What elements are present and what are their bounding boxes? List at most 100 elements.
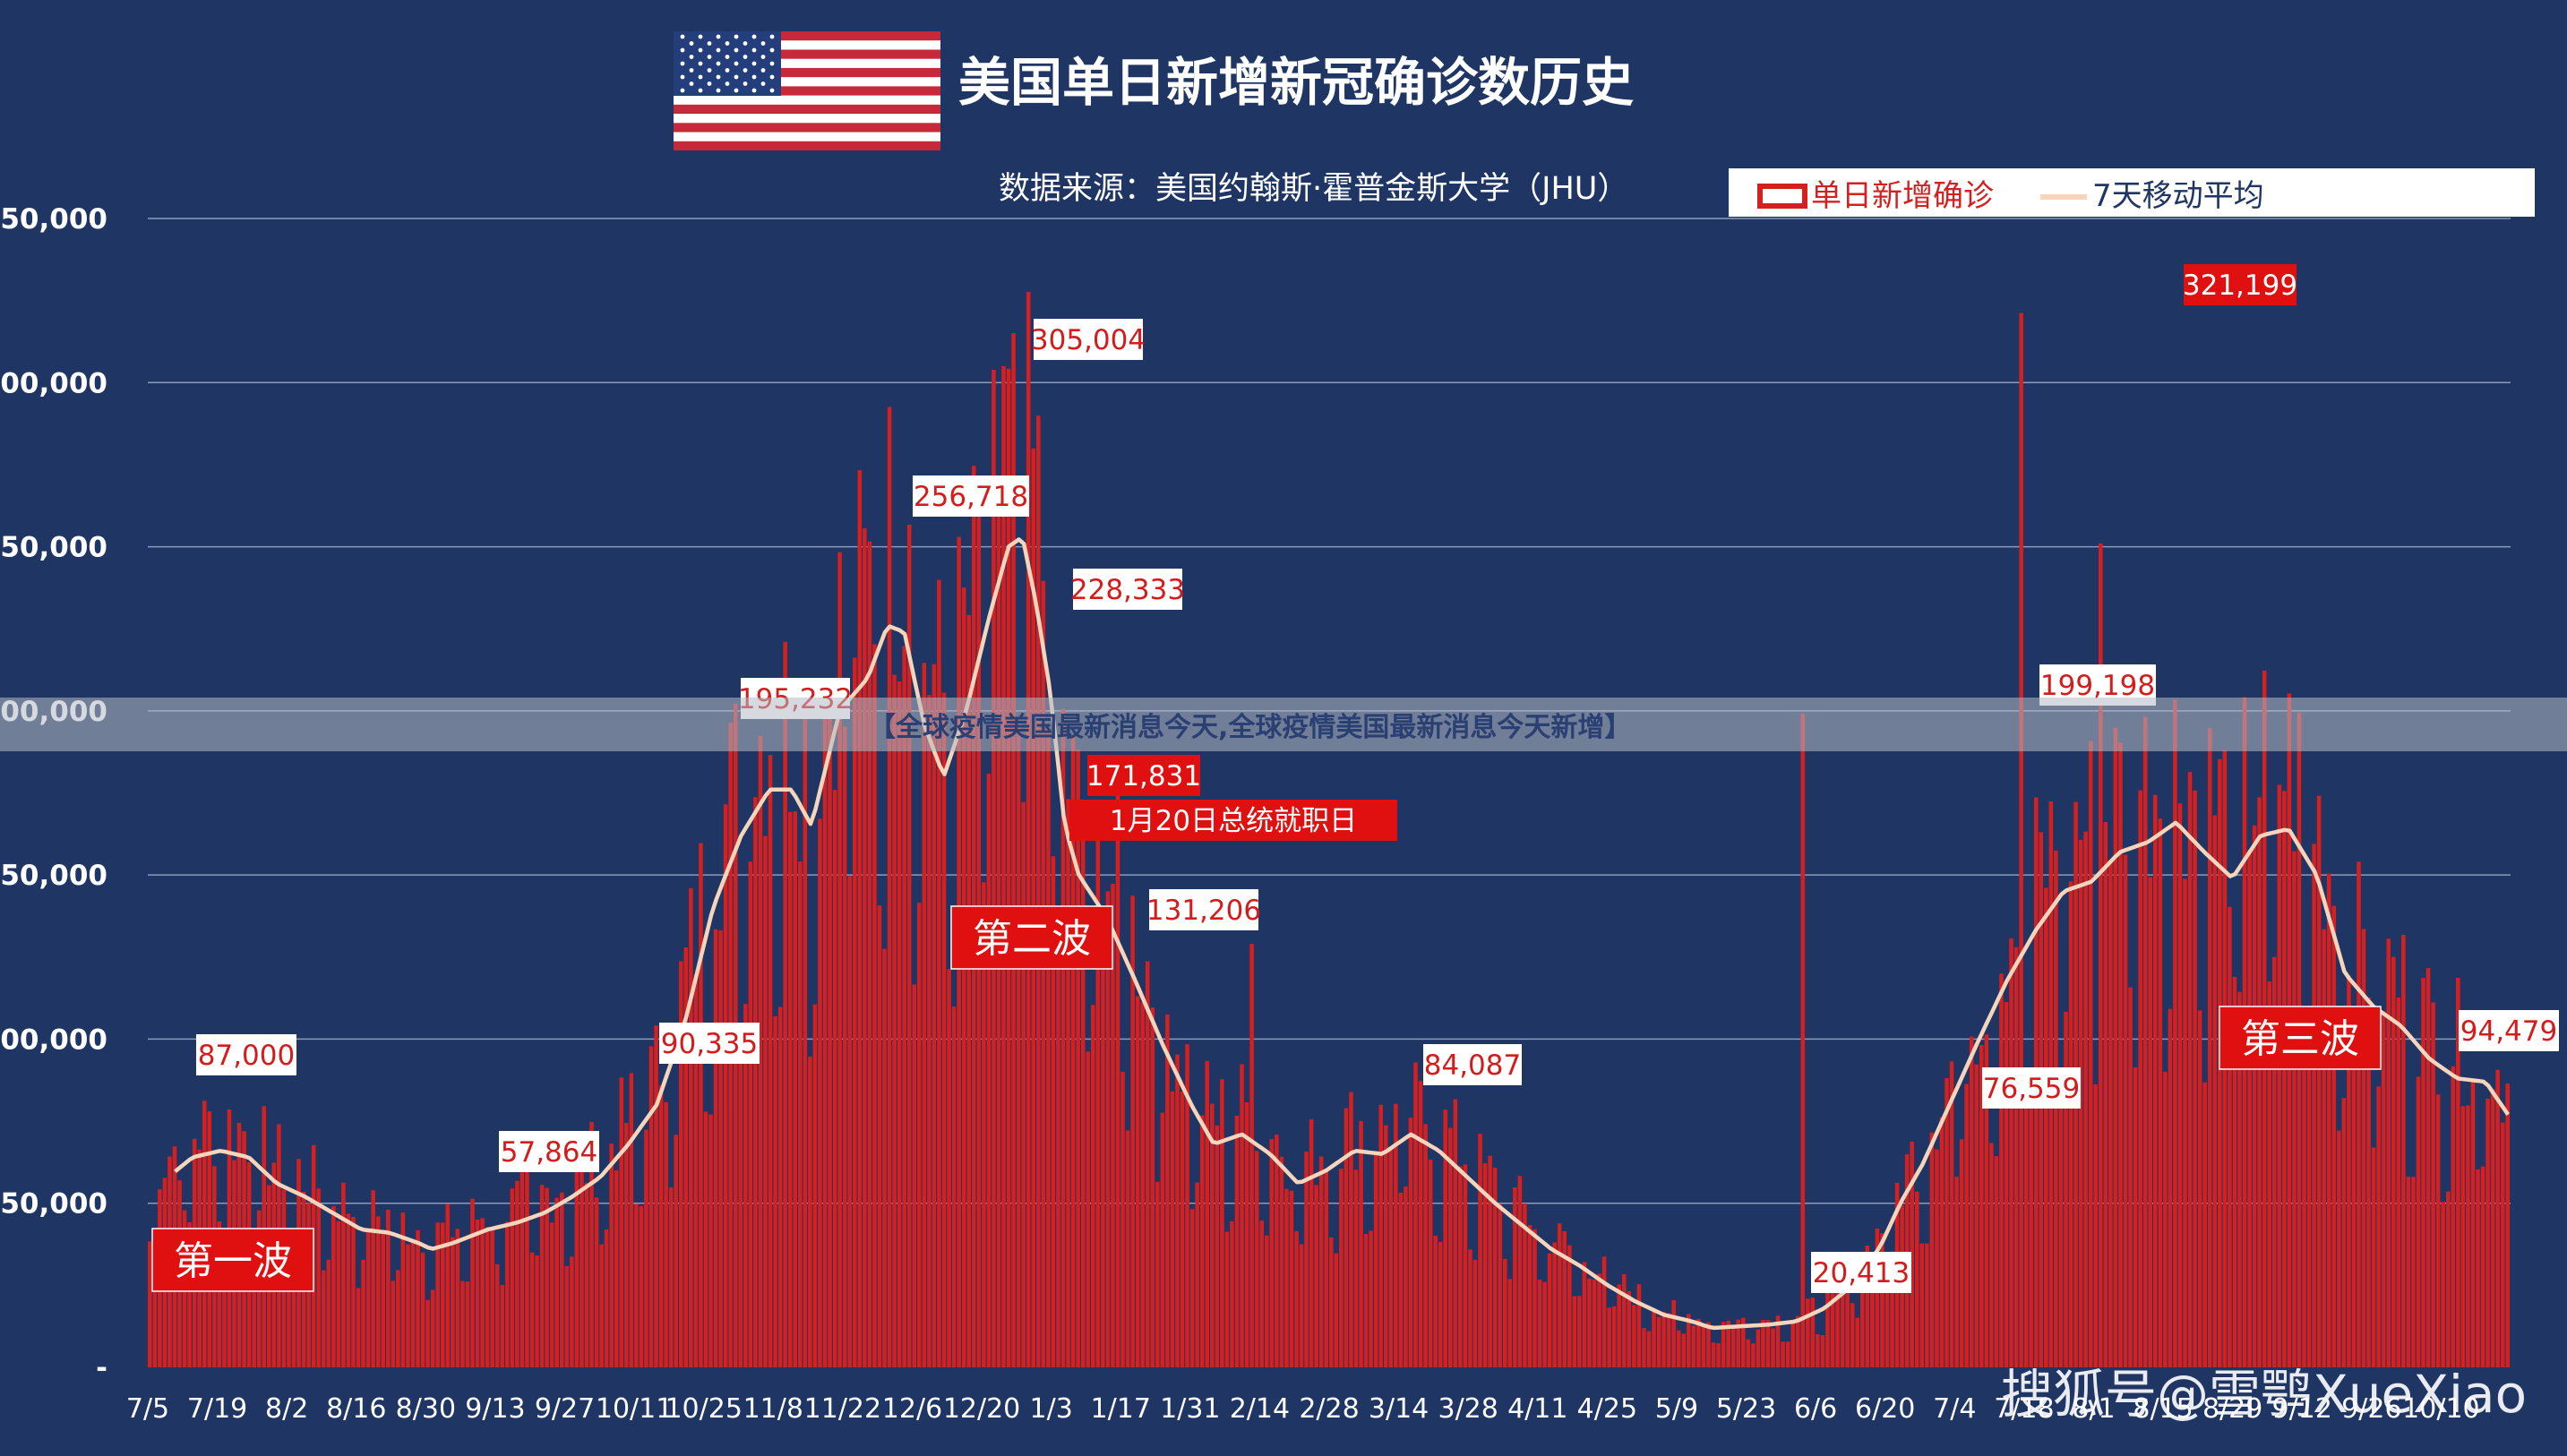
- daily-bar: [2212, 815, 2218, 1367]
- flag-star: [716, 61, 721, 66]
- daily-bar: [2271, 956, 2277, 1367]
- daily-bar: [1249, 944, 1254, 1367]
- daily-bar: [1468, 1249, 1472, 1367]
- daily-bar: [1507, 1279, 1513, 1367]
- x-tick-label: 8/1: [2072, 1393, 2115, 1425]
- daily-bar: [2133, 1067, 2138, 1367]
- daily-bar: [2177, 803, 2183, 1367]
- daily-bar: [1264, 1235, 1269, 1367]
- daily-bar: [1890, 1251, 1894, 1367]
- data-label: 84,087: [1423, 1044, 1522, 1085]
- daily-bar: [1299, 1244, 1304, 1367]
- x-tick-label: 11/8: [743, 1393, 803, 1425]
- daily-bar: [1816, 1333, 1820, 1367]
- daily-bar: [1160, 1112, 1165, 1367]
- data-label-text: 76,559: [1983, 1073, 2080, 1105]
- daily-bar: [505, 1221, 510, 1367]
- daily-bar: [1304, 1151, 1309, 1367]
- daily-bar: [1130, 895, 1135, 1367]
- data-label: 57,864: [499, 1131, 599, 1172]
- daily-bar: [515, 1180, 519, 1367]
- daily-bar: [2421, 978, 2425, 1367]
- y-tick-label: 100,000: [0, 1023, 107, 1056]
- daily-bar: [1378, 1104, 1383, 1367]
- daily-bar: [818, 818, 822, 1367]
- data-label: 321,199: [2183, 264, 2297, 305]
- flag-star: [716, 88, 721, 93]
- daily-bar: [1463, 1164, 1468, 1367]
- daily-bar: [1771, 1328, 1775, 1367]
- daily-bar: [1443, 1109, 1448, 1367]
- daily-bar: [2371, 1147, 2376, 1367]
- daily-bar: [872, 644, 877, 1367]
- daily-bar: [2435, 1094, 2441, 1367]
- daily-bar: [1964, 1083, 1969, 1367]
- daily-bar: [361, 1259, 365, 1367]
- daily-bar: [589, 1121, 594, 1367]
- daily-bar: [777, 1006, 783, 1367]
- daily-bar: [1513, 1186, 1517, 1367]
- daily-bar: [773, 1016, 777, 1367]
- daily-bar: [2411, 1177, 2416, 1367]
- daily-bar: [406, 1244, 410, 1367]
- daily-bar: [1254, 1151, 1259, 1367]
- daily-bar: [2247, 850, 2252, 1367]
- x-tick-label: 3/28: [1438, 1393, 1498, 1425]
- daily-bar: [356, 1288, 361, 1367]
- daily-bar: [1820, 1335, 1825, 1367]
- daily-bar: [1949, 1061, 1954, 1367]
- daily-bar: [485, 1227, 490, 1367]
- daily-bar: [1011, 333, 1016, 1368]
- daily-bar: [961, 587, 966, 1367]
- daily-bar: [1230, 1220, 1234, 1367]
- daily-bar: [648, 1046, 654, 1367]
- flag-star: [725, 41, 730, 46]
- daily-bar: [510, 1188, 515, 1367]
- daily-bar: [1309, 1118, 1314, 1367]
- daily-bar: [1939, 1117, 1945, 1367]
- flag-star: [751, 61, 757, 66]
- flag-star: [751, 47, 757, 53]
- daily-bar: [892, 674, 897, 1367]
- x-tick-label: 8/30: [396, 1393, 456, 1425]
- daily-bar: [1016, 722, 1021, 1367]
- daily-bar: [1711, 1342, 1716, 1367]
- daily-bar: [842, 726, 847, 1367]
- daily-bar: [654, 1025, 658, 1367]
- daily-bar: [1736, 1319, 1740, 1367]
- daily-bar: [1423, 1124, 1428, 1367]
- daily-bar: [351, 1217, 356, 1367]
- flag-star: [680, 74, 685, 80]
- x-tick-label: 8/29: [2202, 1393, 2262, 1425]
- daily-bar: [2406, 1177, 2411, 1367]
- flag-star: [760, 41, 766, 46]
- flag-stripe: [674, 67, 940, 78]
- daily-bar: [2099, 543, 2103, 1367]
- daily-bar: [1642, 1328, 1646, 1367]
- daily-bar: [1076, 749, 1080, 1367]
- data-label: 20,413: [1811, 1252, 1911, 1293]
- daily-bar: [2401, 935, 2406, 1367]
- daily-bar: [2431, 1002, 2435, 1367]
- x-tick-label: 8/2: [265, 1393, 308, 1425]
- daily-bar: [1994, 1156, 1999, 1367]
- daily-bar: [1656, 1316, 1661, 1367]
- daily-bar: [992, 369, 996, 1368]
- daily-bar: [793, 811, 798, 1367]
- daily-bar: [1740, 1317, 1746, 1367]
- wave-label: 第三波: [2219, 1006, 2382, 1070]
- daily-bar: [1925, 1243, 1929, 1367]
- daily-bar: [2485, 1098, 2490, 1367]
- daily-bar: [1523, 1203, 1527, 1367]
- flag-star: [725, 81, 730, 86]
- daily-bar: [1865, 1246, 1870, 1367]
- daily-bar: [2237, 991, 2242, 1367]
- daily-bar: [2054, 850, 2058, 1367]
- data-label-text: 20,413: [1813, 1257, 1910, 1289]
- flag-star: [743, 41, 748, 46]
- daily-bar: [381, 1231, 386, 1367]
- data-label: 171,831: [1086, 755, 1201, 796]
- daily-bar: [1318, 1156, 1324, 1367]
- daily-bar: [2347, 975, 2351, 1367]
- daily-bar: [941, 692, 947, 1367]
